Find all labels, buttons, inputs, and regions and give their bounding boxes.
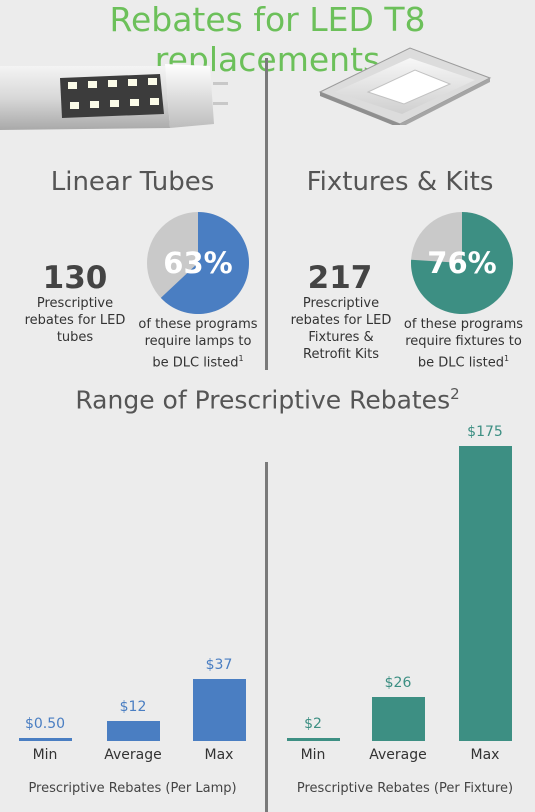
- fixtures-kits-count: 217: [307, 260, 373, 296]
- x-axis-caption: Prescriptive Rebates (Per Lamp): [28, 781, 237, 796]
- category-label: Max: [204, 747, 234, 763]
- range-title: Range of Prescriptive Rebates2: [0, 385, 535, 414]
- desc-line: rebates for LED: [24, 313, 126, 328]
- desc-line: tubes: [56, 330, 94, 345]
- bar-value-label: $175: [467, 424, 503, 440]
- pie-percent-label: 76%: [427, 246, 496, 280]
- range-title-text: Range of Prescriptive Rebates: [75, 385, 451, 415]
- footnote-marker: 1: [504, 354, 510, 363]
- category-label: Min: [300, 747, 326, 763]
- bar-min: [18, 738, 72, 741]
- chart-divider: [265, 462, 268, 812]
- category-label: Average: [104, 747, 162, 763]
- bar-value-label: $12: [119, 698, 147, 715]
- bar-value-label: $26: [384, 675, 412, 692]
- bar-value-label: $37: [205, 656, 233, 673]
- bar-value-label: $2: [304, 715, 322, 732]
- pie-percent-label: 63%: [163, 246, 232, 280]
- pie-slice-dlc: [410, 212, 513, 314]
- linear-tubes-heading: Linear Tubes: [50, 167, 215, 197]
- category-label: Max: [470, 747, 500, 763]
- bar-value-label: $0.50: [24, 716, 66, 732]
- fixtures-kits-pct-desc: of these programs require fixtures to be…: [396, 316, 531, 371]
- pie-slice-dlc: [160, 212, 249, 314]
- led-fixture-image: [318, 47, 492, 125]
- desc-line: of these programs: [138, 317, 258, 332]
- footnote-marker: 2: [450, 385, 460, 403]
- bar-average: [371, 697, 425, 741]
- fixtures-kits-pie: 76%: [410, 212, 513, 314]
- footnote-marker: 1: [238, 354, 244, 363]
- x-axis-caption: Prescriptive Rebates (Per Fixture): [296, 781, 514, 796]
- category-label: Average: [369, 747, 427, 763]
- desc-line: be DLC listed: [152, 355, 239, 371]
- desc-line: Fixtures &: [308, 330, 374, 345]
- desc-line: Prescriptive: [36, 296, 114, 311]
- desc-line: Prescriptive: [302, 296, 380, 311]
- linear-tubes-pct-desc: of these programs require lamps to be DL…: [128, 316, 268, 371]
- panel-divider: [265, 58, 268, 370]
- bar-max: [458, 446, 512, 741]
- category-label: Min: [32, 747, 58, 763]
- desc-line: require fixtures to: [405, 334, 522, 349]
- desc-line: require lamps to: [144, 334, 252, 349]
- bar-min: [286, 737, 340, 741]
- fixtures-kits-count-desc: Prescriptive rebates for LED Fixtures & …: [282, 295, 400, 363]
- linear-tubes-pie: 63%: [147, 212, 249, 314]
- desc-line: rebates for LED: [290, 313, 392, 328]
- linear-tubes-count-desc: Prescriptive rebates for LED tubes: [15, 295, 135, 346]
- fixtures-kits-heading: Fixtures & Kits: [306, 167, 494, 197]
- led-tube-image: [0, 64, 228, 130]
- linear-tubes-count: 130: [42, 260, 108, 296]
- bar-max: [192, 678, 246, 741]
- desc-line: Retrofit Kits: [303, 347, 379, 362]
- desc-line: of these programs: [403, 317, 524, 332]
- bar-average: [106, 720, 160, 741]
- desc-line: be DLC listed: [417, 355, 505, 371]
